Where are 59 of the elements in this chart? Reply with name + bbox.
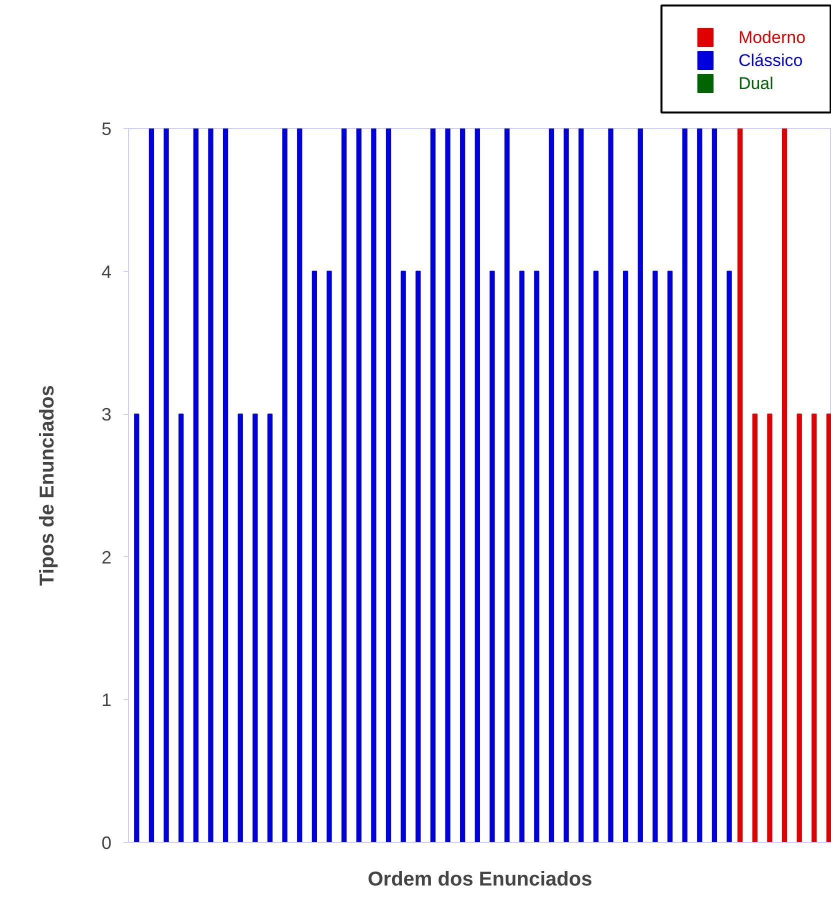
y-tick-label: 0: [101, 833, 112, 853]
bar: [326, 270, 332, 842]
bar: [445, 128, 450, 842]
y-tick-label: 2: [101, 547, 112, 568]
bar: [726, 270, 732, 842]
bar: [752, 414, 758, 842]
bar: [267, 414, 273, 842]
bar: [622, 270, 628, 842]
bar: [767, 414, 772, 842]
bar: [416, 270, 421, 842]
bar: [826, 414, 831, 842]
bar: [371, 128, 376, 842]
bar: [193, 128, 198, 842]
legend-label: Moderno: [738, 28, 806, 47]
bar: [519, 270, 524, 842]
legend-label: Dual: [738, 74, 774, 93]
bar: [252, 414, 258, 842]
bar: [341, 128, 347, 842]
bar: [222, 128, 228, 842]
bar: [430, 128, 436, 842]
bar: [697, 128, 702, 842]
bar: [667, 270, 673, 842]
x-axis-title: Ordem dos Enunciados: [368, 868, 592, 890]
bar: [534, 270, 540, 842]
bar: [548, 128, 554, 842]
bar: [796, 414, 802, 842]
bar: [504, 128, 510, 842]
bar: [312, 270, 318, 842]
bar: [134, 414, 140, 842]
bar: [164, 128, 169, 842]
legend-label: Clássico: [738, 51, 803, 70]
bar: [812, 414, 817, 842]
y-tick-label: 1: [101, 690, 112, 710]
bar: [386, 128, 392, 842]
bar: [208, 128, 214, 842]
bar: [297, 128, 302, 842]
bar: [578, 128, 584, 842]
bar: [490, 270, 495, 842]
y-axis-title: Tipos de Enunciados: [36, 385, 58, 586]
bar: [782, 128, 788, 842]
bar: [400, 270, 406, 842]
bar: [652, 270, 658, 842]
bar: [460, 128, 466, 842]
bar: [593, 270, 599, 842]
bar: [238, 414, 243, 842]
bar: [608, 128, 614, 842]
bar: [738, 128, 743, 842]
bar: [178, 414, 184, 842]
bar: [564, 128, 569, 842]
bar: [356, 128, 362, 842]
y-tick-label: 5: [101, 119, 112, 139]
bar: [638, 128, 643, 842]
bar: [682, 128, 688, 842]
y-tick-label: 3: [101, 404, 112, 425]
bar: [712, 128, 718, 842]
y-tick-label: 4: [101, 262, 112, 282]
bar: [474, 128, 480, 842]
bar: [148, 128, 154, 842]
bar: [282, 128, 288, 842]
